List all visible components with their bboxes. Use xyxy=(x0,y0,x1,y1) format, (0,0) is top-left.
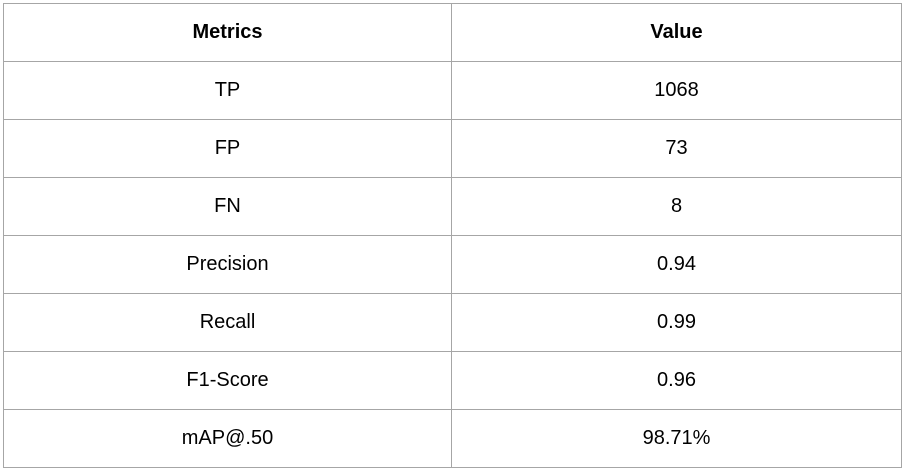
table-row: F1-Score 0.96 xyxy=(3,351,902,410)
metric-name-cell: TP xyxy=(3,61,452,120)
table-row: Recall 0.99 xyxy=(3,293,902,352)
metric-name-cell: mAP@.50 xyxy=(3,409,452,468)
metric-name-cell: FN xyxy=(3,177,452,236)
metric-name-cell: Precision xyxy=(3,235,452,294)
metric-value-cell: 0.94 xyxy=(451,235,902,294)
table-row: FP 73 xyxy=(3,119,902,178)
metric-value-cell: 1068 xyxy=(451,61,902,120)
metric-name-cell: FP xyxy=(3,119,452,178)
metric-value-cell: 98.71% xyxy=(451,409,902,468)
table-row: mAP@.50 98.71% xyxy=(3,409,902,468)
header-value: Value xyxy=(451,3,902,62)
metric-value-cell: 73 xyxy=(451,119,902,178)
metric-value-cell: 0.96 xyxy=(451,351,902,410)
table-row: TP 1068 xyxy=(3,61,902,120)
table-row: Precision 0.94 xyxy=(3,235,902,294)
metric-value-cell: 0.99 xyxy=(451,293,902,352)
metric-name-cell: Recall xyxy=(3,293,452,352)
metrics-table: Metrics Value TP 1068 FP 73 FN 8 Precisi… xyxy=(3,3,902,468)
header-metrics: Metrics xyxy=(3,3,452,62)
table-row: FN 8 xyxy=(3,177,902,236)
metric-value-cell: 8 xyxy=(451,177,902,236)
metric-name-cell: F1-Score xyxy=(3,351,452,410)
table-header-row: Metrics Value xyxy=(3,3,902,62)
